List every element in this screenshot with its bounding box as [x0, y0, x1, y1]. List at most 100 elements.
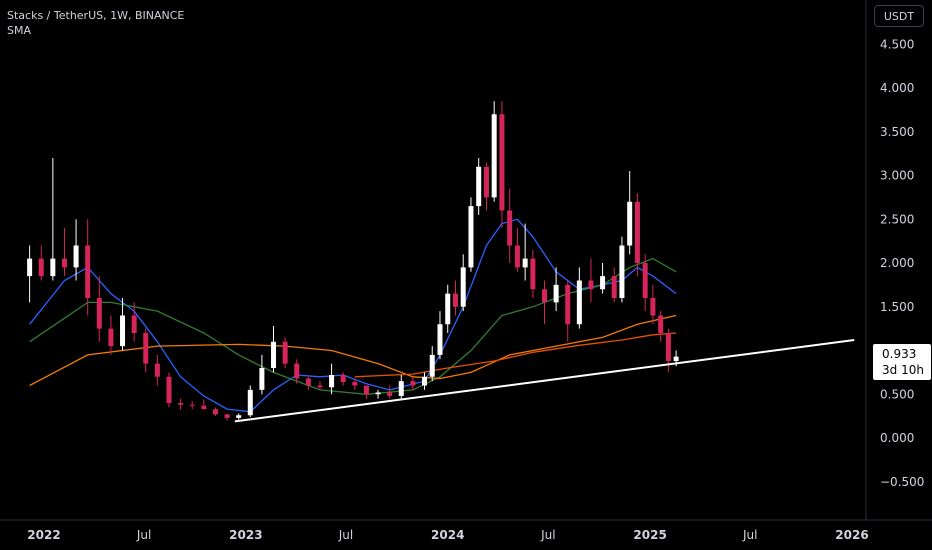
symbol-title[interactable]: Stacks / TetherUS, 1W, BINANCE	[7, 9, 185, 22]
last-price-tag: 0.933 3d 10h	[873, 344, 931, 380]
candle-body	[108, 328, 114, 347]
candle-body	[452, 293, 458, 307]
candle-body	[576, 280, 582, 325]
candle	[398, 375, 404, 399]
candle-body	[387, 392, 393, 396]
candle-body	[642, 263, 648, 298]
candle	[340, 372, 346, 386]
candle-body	[658, 315, 664, 333]
candle-body	[476, 166, 482, 207]
candle	[96, 276, 102, 342]
candle-body	[224, 414, 230, 418]
candle	[131, 302, 137, 342]
candle	[282, 337, 288, 368]
y-tick-label: 2.000	[880, 256, 914, 270]
candle	[468, 197, 474, 272]
candle	[665, 328, 671, 373]
candle	[189, 401, 195, 410]
currency-button[interactable]: USDT	[874, 5, 924, 27]
y-tick-label: 4.000	[880, 81, 914, 95]
candle-body	[483, 166, 489, 198]
candle	[120, 298, 126, 351]
candle-body	[317, 385, 323, 388]
candle-body	[131, 315, 137, 333]
candle-body	[611, 276, 617, 298]
candle	[553, 267, 559, 312]
y-tick-label: −0.500	[880, 475, 924, 489]
candle	[61, 228, 67, 277]
candle-body	[650, 298, 656, 316]
candle-body	[294, 363, 300, 379]
candle-body	[673, 356, 679, 361]
candle-body	[178, 403, 184, 405]
candle-body	[468, 206, 474, 268]
candle	[452, 280, 458, 316]
candle-body	[189, 404, 195, 406]
x-tick-label: Jul	[136, 528, 151, 542]
indicator-label[interactable]: SMA	[7, 24, 31, 37]
candle	[363, 385, 369, 399]
y-tick-label: 2.500	[880, 212, 914, 226]
candle	[236, 413, 242, 420]
price-axis[interactable]: 4.5004.0003.5003.0002.5002.0001.5001.000…	[880, 37, 924, 489]
candle	[294, 359, 300, 384]
candle-body	[514, 245, 520, 268]
candle-body	[565, 284, 571, 325]
candle	[650, 284, 656, 325]
candle	[329, 363, 335, 395]
candle-body	[491, 114, 497, 198]
candle-body	[340, 375, 346, 382]
candle	[421, 372, 427, 390]
candle-body	[507, 210, 513, 246]
candle	[305, 376, 311, 390]
trendline[interactable]	[234, 339, 855, 423]
candle-body	[154, 363, 160, 377]
time-axis[interactable]: 2022 Jul 2023 Jul 2024 Jul 2025 Jul 2026	[27, 528, 868, 542]
candle-body	[271, 341, 277, 368]
candle	[259, 354, 265, 395]
chart-legend[interactable]: Stacks / TetherUS, 1W, BINANCE SMA	[7, 8, 184, 38]
candle-body	[627, 201, 633, 246]
x-tick-label: 2025	[633, 528, 666, 542]
bar-countdown: 3d 10h	[882, 363, 924, 377]
candle	[460, 254, 466, 312]
candle-body	[305, 378, 311, 386]
candle	[27, 245, 33, 303]
candle	[627, 171, 633, 255]
candle	[445, 284, 451, 333]
candle-body	[120, 315, 126, 347]
candle	[483, 162, 489, 211]
x-tick-label: Jul	[742, 528, 757, 542]
candle	[212, 407, 218, 417]
candle	[38, 245, 44, 281]
candle	[658, 311, 664, 342]
sma_fast-line	[29, 218, 677, 413]
candle-body	[634, 201, 640, 263]
candle-body	[542, 289, 548, 303]
candle-body	[398, 381, 404, 396]
x-tick-label: 2024	[431, 528, 464, 542]
candle	[108, 315, 114, 355]
y-tick-label: 0.500	[880, 387, 914, 401]
candle-body	[530, 258, 536, 290]
candle	[271, 326, 277, 373]
x-tick-label: 2023	[229, 528, 262, 542]
candle	[73, 219, 79, 281]
candle	[247, 385, 253, 417]
candle-body	[201, 405, 207, 410]
candle-body	[259, 368, 265, 390]
candle	[642, 254, 648, 312]
candle	[634, 193, 640, 277]
candle-body	[212, 409, 218, 415]
candle-body	[73, 245, 79, 268]
candle	[387, 385, 393, 399]
candle	[565, 280, 571, 342]
candle	[375, 389, 381, 399]
candle-body	[329, 375, 335, 388]
candle	[611, 267, 617, 303]
candle	[143, 328, 149, 373]
candle-body	[437, 324, 443, 355]
y-tick-label: 1.500	[880, 300, 914, 314]
candle	[201, 399, 207, 410]
